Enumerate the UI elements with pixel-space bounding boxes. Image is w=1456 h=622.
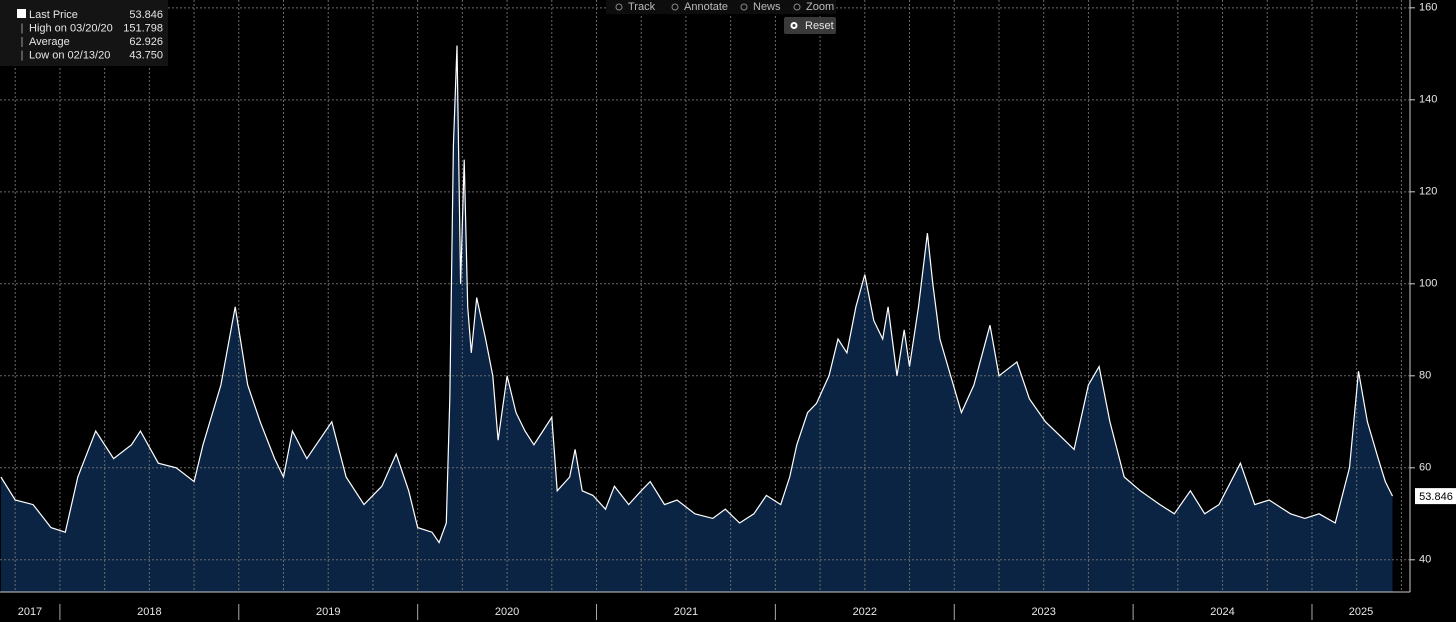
reset-label[interactable]: Reset (805, 20, 834, 32)
x-tick-label: 2023 (1031, 606, 1055, 618)
reset-button[interactable] (784, 17, 836, 34)
line (0, 45, 1394, 544)
y-tick-label: 40 (1419, 554, 1431, 566)
toolbar-icon (671, 3, 679, 11)
x-tick-label: 2018 (137, 606, 161, 618)
y-tick-label: 100 (1419, 278, 1437, 290)
y-tick-label: 60 (1419, 462, 1431, 474)
legend-value: 62.926 (129, 36, 163, 48)
x-tick-label: 2019 (316, 606, 340, 618)
legend-label: Average (29, 36, 70, 48)
x-tick-label: 2020 (495, 606, 519, 618)
toolbar-icon (615, 3, 623, 11)
y-tick-label: 80 (1419, 370, 1431, 382)
legend-swatch (17, 9, 26, 18)
legend-value: 43.750 (129, 49, 163, 61)
legend-label: High on 03/20/20 (29, 22, 113, 34)
toolbar (606, 0, 836, 14)
x-tick-label: 2021 (674, 606, 698, 618)
toolbar-button[interactable]: Zoom (806, 1, 834, 13)
legend-value: 53.846 (129, 9, 163, 21)
toolbar-icon (793, 3, 801, 11)
legend-value: 151.798 (123, 22, 163, 34)
x-tick-label: 2024 (1210, 606, 1234, 618)
toolbar-button[interactable]: Track (628, 1, 656, 13)
area (0, 45, 1393, 592)
y-tick-label: 160 (1419, 2, 1437, 14)
last-value-label: 53.846 (1419, 491, 1453, 503)
x-tick-label: 2025 (1349, 606, 1373, 618)
y-tick-label: 140 (1419, 94, 1437, 106)
toolbar-button[interactable]: News (753, 1, 781, 13)
toolbar-button[interactable]: Annotate (684, 1, 728, 13)
last-value-tag (1415, 488, 1456, 505)
x-tick-label: 2017 (18, 606, 42, 618)
y-tick-label: 120 (1419, 186, 1437, 198)
legend-label: Last Price (29, 9, 78, 21)
toolbar-icon (740, 3, 748, 11)
legend (0, 0, 168, 66)
reset-icon-dot (792, 24, 796, 27)
legend-label: Low on 02/13/20 (29, 49, 110, 61)
overlay: Reset Last Price 53.846 High on 03/20/20 15… (0, 0, 836, 66)
x-tick-label: 2022 (853, 606, 877, 618)
